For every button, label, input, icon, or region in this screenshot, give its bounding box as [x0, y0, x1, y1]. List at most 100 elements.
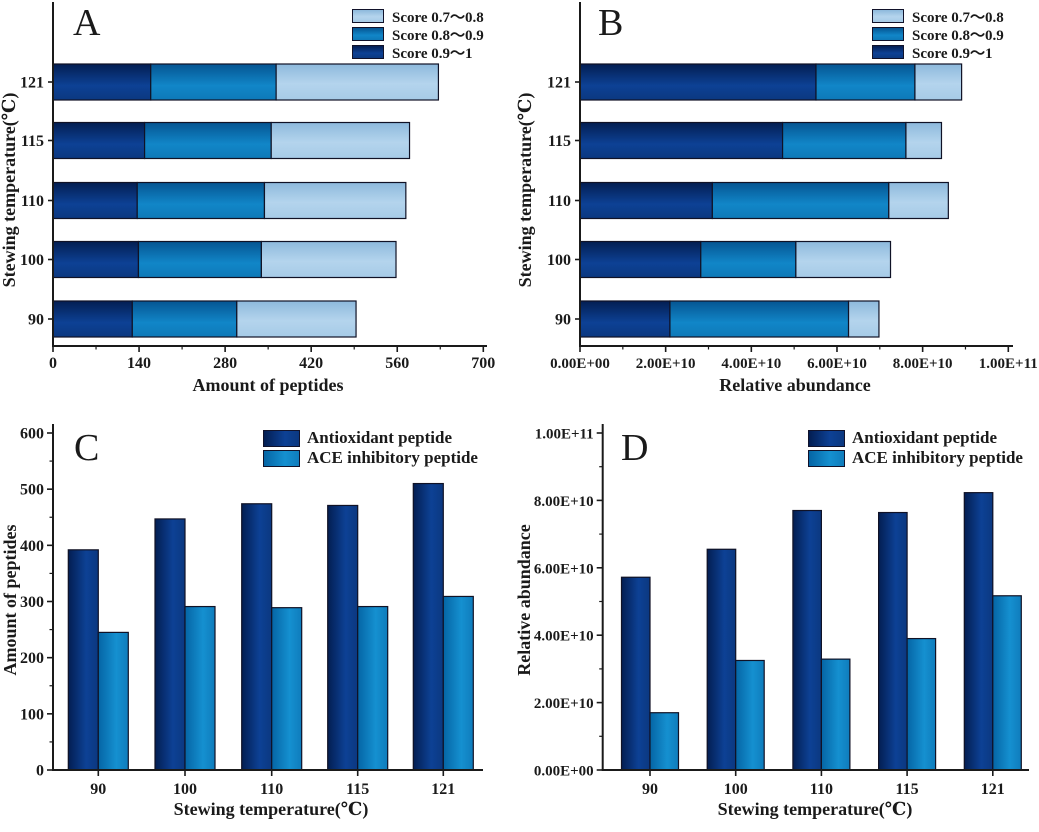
- bar-A-110-Score 0.9～1: [52, 181, 138, 220]
- y-tick-label: 200: [20, 650, 44, 667]
- bar-A-115-Score 0.7～0.8: [270, 121, 411, 160]
- panel-b-legend: Score 0.7～0.8 Score 0.8～0.9 Score 0.9～1: [872, 7, 1004, 62]
- legend-swatch-score-09-1: [352, 45, 384, 59]
- bar-B-115-Score 0.7～0.8: [905, 121, 943, 160]
- bar-B-121-Score 0.9～1: [579, 63, 817, 101]
- y-tick-label: 0.00E+00: [534, 764, 594, 780]
- legend-label: Score 0.9～1: [392, 45, 473, 62]
- y-tick-label: 90: [28, 312, 44, 329]
- bar-C-121-Antioxidant peptide: [412, 482, 444, 771]
- bar-B-115-Score 0.8～0.9: [781, 121, 907, 160]
- legend-swatch-score-09-1: [872, 45, 904, 59]
- bar-D-90-ACE inhibitory peptide: [649, 712, 680, 771]
- legend-item-ace-inhibitory: ACE inhibitory peptide: [808, 448, 1023, 468]
- y-tick-label: 1.00E+11: [535, 427, 594, 443]
- x-tick-label: 90: [90, 781, 106, 798]
- y-tick-label: 90: [555, 312, 571, 329]
- panel-a-legend: Score 0.7～0.8 Score 0.8～0.9 Score 0.9～1: [352, 7, 484, 62]
- bar-B-110-Score 0.9～1: [579, 181, 713, 220]
- legend-item-score-08-09: Score 0.8～0.9: [352, 25, 484, 44]
- bar-B-100-Score 0.7～0.8: [795, 240, 892, 279]
- x-tick-label: 100: [724, 781, 748, 798]
- legend-swatch-ace-inhibitory: [263, 449, 300, 467]
- y-tick-label: 600: [20, 426, 44, 443]
- x-tick-label: 110: [260, 781, 283, 798]
- y-tick-label: 100: [547, 252, 571, 269]
- bar-B-90-Score 0.9～1: [579, 300, 671, 338]
- legend-item-score-09-1: Score 0.9～1: [352, 43, 484, 62]
- bar-B-121-Score 0.8～0.9: [815, 63, 916, 101]
- bar-D-90-Antioxidant peptide: [620, 576, 651, 771]
- panel-c-legend: Antioxidant peptide ACE inhibitory pepti…: [263, 428, 478, 468]
- x-tick-label: 100: [173, 781, 197, 798]
- bar-C-90-Antioxidant peptide: [67, 549, 99, 771]
- panel-a-xaxis-title: Amount of peptides: [192, 375, 344, 395]
- x-tick-label: 121: [431, 781, 455, 798]
- x-tick-label: 2.00E+10: [636, 356, 696, 372]
- bar-C-100-Antioxidant peptide: [154, 518, 186, 771]
- bar-B-90-Score 0.7～0.8: [847, 300, 880, 338]
- x-tick-label: 115: [346, 781, 369, 798]
- bar-C-110-ACE inhibitory peptide: [271, 607, 303, 771]
- panel-letter-c: C: [74, 427, 100, 469]
- legend-label: Antioxidant peptide: [307, 428, 452, 447]
- legend-swatch-score-08-09: [352, 27, 384, 41]
- bar-B-110-Score 0.7～0.8: [888, 181, 949, 220]
- legend-item-score-07-08: Score 0.7～0.8: [352, 7, 484, 26]
- legend-label: Score 0.7～0.8: [912, 9, 1004, 26]
- panel-c-yaxis-title: Amount of peptides: [0, 524, 20, 676]
- bar-B-100-Score 0.8～0.9: [700, 240, 797, 279]
- y-tick-label: 300: [20, 594, 44, 611]
- x-tick-label: 110: [810, 781, 833, 798]
- panel-letter-b: B: [598, 2, 624, 44]
- bar-B-100-Score 0.9～1: [579, 240, 702, 279]
- y-tick-label: 2.00E+10: [534, 696, 594, 712]
- bar-D-121-Antioxidant peptide: [963, 492, 994, 771]
- bar-A-121-Score 0.9～1: [52, 63, 152, 101]
- bar-B-121-Score 0.7～0.8: [914, 63, 963, 101]
- bar-D-110-ACE inhibitory peptide: [820, 658, 851, 771]
- bar-A-100-Score 0.8～0.9: [137, 240, 262, 279]
- legend-swatch-antioxidant: [808, 429, 845, 447]
- bar-A-121-Score 0.7～0.8: [275, 63, 440, 101]
- panel-letter-d: D: [621, 427, 649, 469]
- panel-d-xaxis-title: Stewing temperature(℃): [717, 799, 913, 819]
- panel-letter-a: A: [73, 2, 101, 44]
- bar-C-115-Antioxidant peptide: [327, 504, 359, 771]
- y-tick-label: 0: [36, 763, 44, 780]
- legend-item-score-07-08: Score 0.7～0.8: [872, 7, 1004, 26]
- legend-swatch-score-07-08: [872, 9, 904, 23]
- bar-C-121-ACE inhibitory peptide: [442, 595, 474, 771]
- bar-D-121-ACE inhibitory peptide: [992, 595, 1022, 771]
- bar-A-115-Score 0.9～1: [52, 121, 146, 160]
- y-tick-label: 110: [21, 193, 44, 210]
- y-tick-label: 121: [20, 75, 44, 92]
- x-tick-label: 280: [213, 355, 237, 372]
- y-tick-label: 121: [547, 75, 571, 92]
- legend-swatch-antioxidant: [263, 429, 300, 447]
- x-tick-label: 0: [49, 355, 57, 372]
- y-tick-label: 8.00E+10: [534, 494, 594, 510]
- legend-label: Score 0.8～0.9: [912, 27, 1004, 44]
- legend-label: Score 0.7～0.8: [392, 9, 484, 26]
- legend-swatch-score-08-09: [872, 27, 904, 41]
- bar-A-90-Score 0.9～1: [52, 300, 133, 338]
- bar-A-110-Score 0.8～0.9: [136, 181, 266, 220]
- x-tick-label: 420: [299, 355, 323, 372]
- bar-B-90-Score 0.8～0.9: [669, 300, 850, 338]
- y-tick-label: 100: [20, 706, 44, 723]
- panel-b-yaxis-title: Stewing temperature(℃): [515, 92, 535, 288]
- bar-D-110-Antioxidant peptide: [792, 509, 823, 771]
- panel-d-yaxis-title: Relative abundance: [514, 524, 534, 676]
- y-tick-label: 115: [21, 133, 44, 150]
- x-tick-label: 560: [385, 355, 409, 372]
- x-tick-label: 121: [981, 781, 1005, 798]
- y-tick-label: 6.00E+10: [534, 561, 594, 577]
- bar-A-115-Score 0.8～0.9: [143, 121, 272, 160]
- y-tick-label: 500: [20, 482, 44, 499]
- legend-label: ACE inhibitory peptide: [307, 448, 478, 467]
- bar-C-100-ACE inhibitory peptide: [184, 605, 216, 771]
- panel-b-xaxis-title: Relative abundance: [719, 375, 871, 395]
- x-tick-label: 90: [642, 781, 658, 798]
